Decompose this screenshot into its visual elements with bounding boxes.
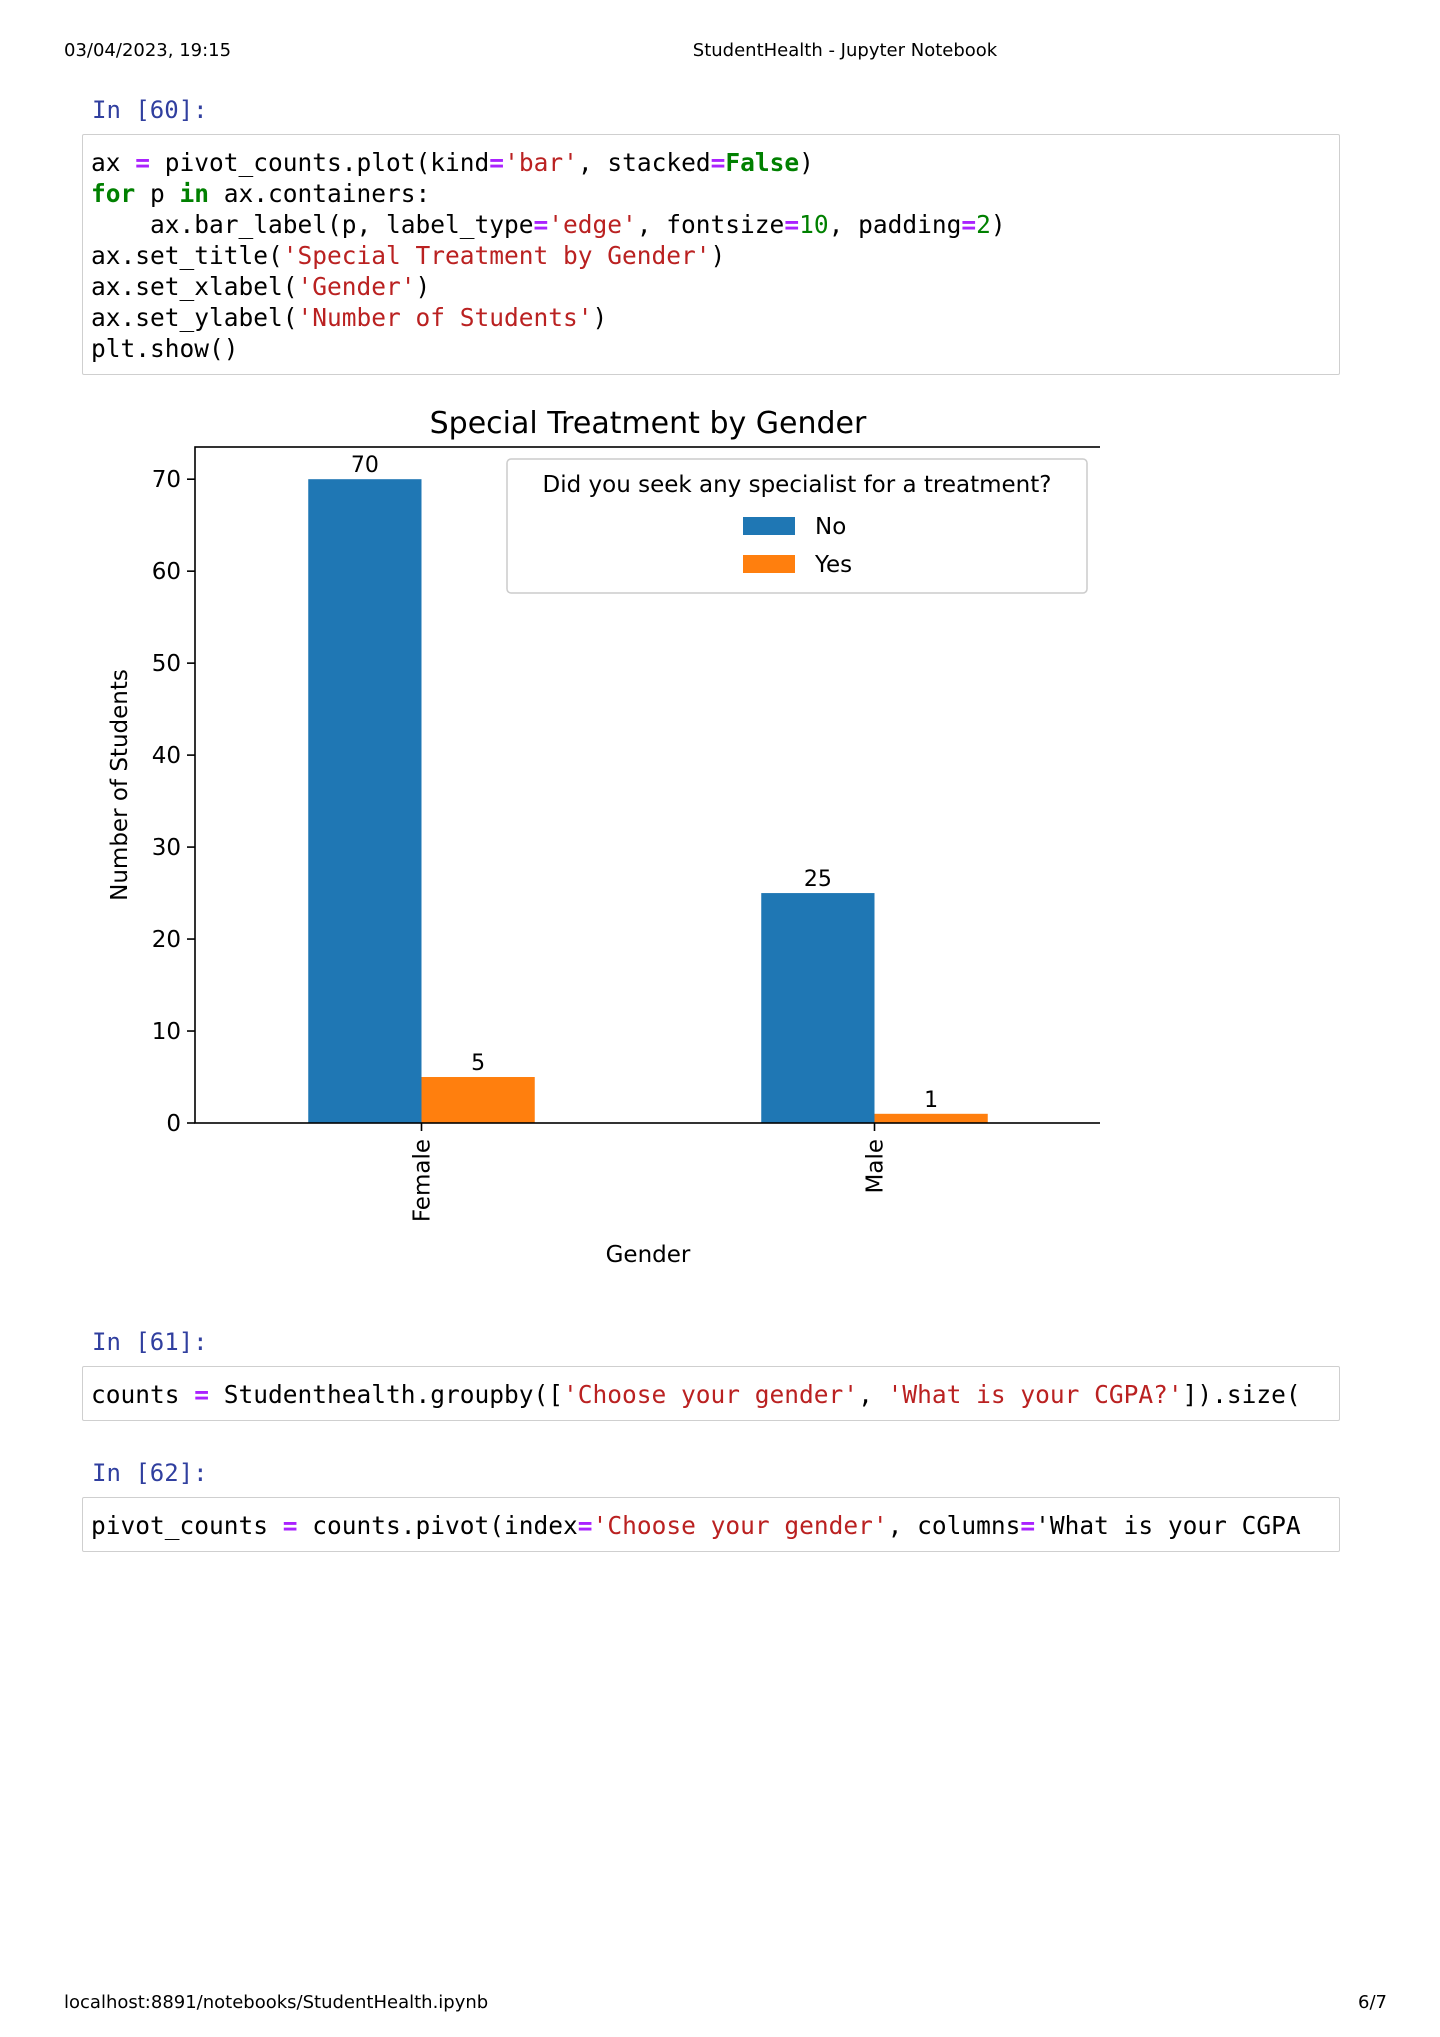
chart-title: Special Treatment by Gender [430, 406, 867, 441]
code-line: counts = Studenthealth.groupby(['Choose … [91, 1380, 1301, 1409]
code-token: 2 [976, 210, 991, 239]
code-line: ax.set_xlabel('Gender') [91, 272, 430, 301]
code-line: ax = pivot_counts.plot(kind='bar', stack… [91, 148, 814, 177]
code-cell-61[interactable]: counts = Studenthealth.groupby(['Choose … [82, 1366, 1340, 1421]
plot-frame [194, 446, 1100, 1124]
print-page-title: StudentHealth - Jupyter Notebook [692, 40, 998, 61]
y-tick-label: 30 [152, 835, 181, 861]
code-token: ) [990, 210, 1006, 239]
code-token: in [179, 179, 210, 208]
bar-yes-male [874, 1113, 988, 1123]
y-tick-label: 40 [152, 743, 181, 769]
y-axis-label: Number of Students [107, 669, 133, 901]
code-token: = [784, 210, 800, 239]
code-token: = [282, 1511, 298, 1540]
print-page-number: 6/7 [1358, 1992, 1387, 2013]
code-token: ax.bar_label(p, label_type [91, 210, 534, 239]
code-token: = [489, 148, 505, 177]
code-token: p [135, 179, 180, 208]
code-token: ax.set_xlabel( [91, 272, 298, 301]
code-token: ) [710, 241, 726, 270]
code-token: ax.set_title( [91, 241, 283, 270]
code-token: , padding [828, 210, 962, 239]
chart-legend: Did you seek any specialist for a treatm… [506, 458, 1088, 594]
code-token: ) [592, 303, 608, 332]
y-tick-label: 50 [152, 651, 181, 677]
print-datetime: 03/04/2023, 19:15 [64, 40, 232, 61]
code-token: ax.set_ylabel( [91, 303, 298, 332]
code-token: ) [415, 272, 431, 301]
x-tick-label: Male [863, 1139, 889, 1193]
code-token: pivot_counts.plot(kind [150, 148, 490, 177]
legend-swatch-yes [743, 555, 795, 573]
code-block: ax = pivot_counts.plot(kind='bar', stack… [83, 135, 1339, 364]
code-token: ]).size( [1182, 1380, 1301, 1409]
cell-prompt-62: In [62]: [92, 1459, 208, 1487]
y-tick-label: 20 [152, 927, 181, 953]
bar-no-male [761, 893, 875, 1123]
code-line: pivot_counts = counts.pivot(index='Choos… [91, 1511, 1301, 1540]
code-token: = [710, 148, 726, 177]
code-cell-62[interactable]: pivot_counts = counts.pivot(index='Choos… [82, 1497, 1340, 1552]
code-token: , [858, 1380, 888, 1409]
bar-value-label: 25 [804, 867, 832, 892]
code-token: = [533, 210, 549, 239]
legend-label: No [815, 514, 846, 540]
y-tick-label: 0 [166, 1111, 181, 1137]
code-token: ax.containers: [209, 179, 431, 208]
code-token: 'Number of Students' [297, 303, 593, 332]
code-token: 'Gender' [297, 272, 416, 301]
code-token: ax [91, 148, 136, 177]
y-tick-label: 10 [152, 1019, 181, 1045]
code-token: , columns [887, 1511, 1021, 1540]
cell-prompt-61: In [61]: [92, 1328, 208, 1356]
code-token: counts [91, 1380, 195, 1409]
code-token: 'Special Treatment by Gender' [282, 241, 711, 270]
code-token: ) [799, 148, 814, 177]
code-token: plt.show() [91, 334, 239, 363]
code-token: 10 [799, 210, 829, 239]
code-token: 'bar' [504, 148, 578, 177]
code-token: = [577, 1511, 593, 1540]
code-token: , fontsize [636, 210, 785, 239]
code-token: pivot_counts [91, 1511, 283, 1540]
legend-label: Yes [814, 552, 852, 578]
legend-swatch-no [743, 517, 795, 535]
code-line: for p in ax.containers: [91, 179, 430, 208]
code-token: 'Choose your gender' [592, 1511, 888, 1540]
code-token: = [1020, 1511, 1036, 1540]
x-tick-label: Female [410, 1139, 436, 1222]
bar-chart: Special Treatment by Gender 70 25 5 1 0 10 20… [107, 406, 1100, 1268]
code-line: ax.set_title('Special Treatment by Gende… [91, 241, 725, 270]
code-token: = [194, 1380, 210, 1409]
code-token: Studenthealth.groupby([ [209, 1380, 564, 1409]
code-token: 'edge' [548, 210, 637, 239]
code-token: for [91, 179, 136, 208]
print-url: localhost:8891/notebooks/StudentHealth.i… [64, 1992, 489, 2013]
code-block: pivot_counts = counts.pivot(index='Choos… [83, 1498, 1339, 1541]
code-token: , stacked [577, 148, 711, 177]
code-token: 'What is your CGPA [1035, 1511, 1301, 1540]
y-tick-label: 70 [152, 467, 181, 493]
code-line: ax.set_ylabel('Number of Students') [91, 303, 607, 332]
bar-yes-female [421, 1077, 535, 1123]
code-token: False [725, 148, 800, 177]
code-cell-60[interactable]: ax = pivot_counts.plot(kind='bar', stack… [82, 134, 1340, 375]
code-line: ax.bar_label(p, label_type='edge', fonts… [91, 210, 1006, 239]
x-axis-label: Gender [606, 1242, 691, 1268]
bar-value-label: 5 [471, 1051, 485, 1076]
y-tick-label: 60 [152, 559, 181, 585]
cell-prompt-60: In [60]: [92, 96, 208, 124]
code-block: counts = Studenthealth.groupby(['Choose … [83, 1367, 1339, 1410]
code-token: 'Choose your gender' [563, 1380, 859, 1409]
bar-value-label: 1 [924, 1088, 938, 1113]
code-token: = [961, 210, 977, 239]
code-line: plt.show() [91, 334, 239, 363]
bar-value-label: 70 [351, 453, 379, 478]
bar-no-female [308, 479, 422, 1123]
code-token: = [135, 148, 151, 177]
code-token: 'What is your CGPA?' [887, 1380, 1183, 1409]
legend-title: Did you seek any specialist for a treatm… [543, 472, 1052, 498]
code-token: counts.pivot(index [297, 1511, 578, 1540]
